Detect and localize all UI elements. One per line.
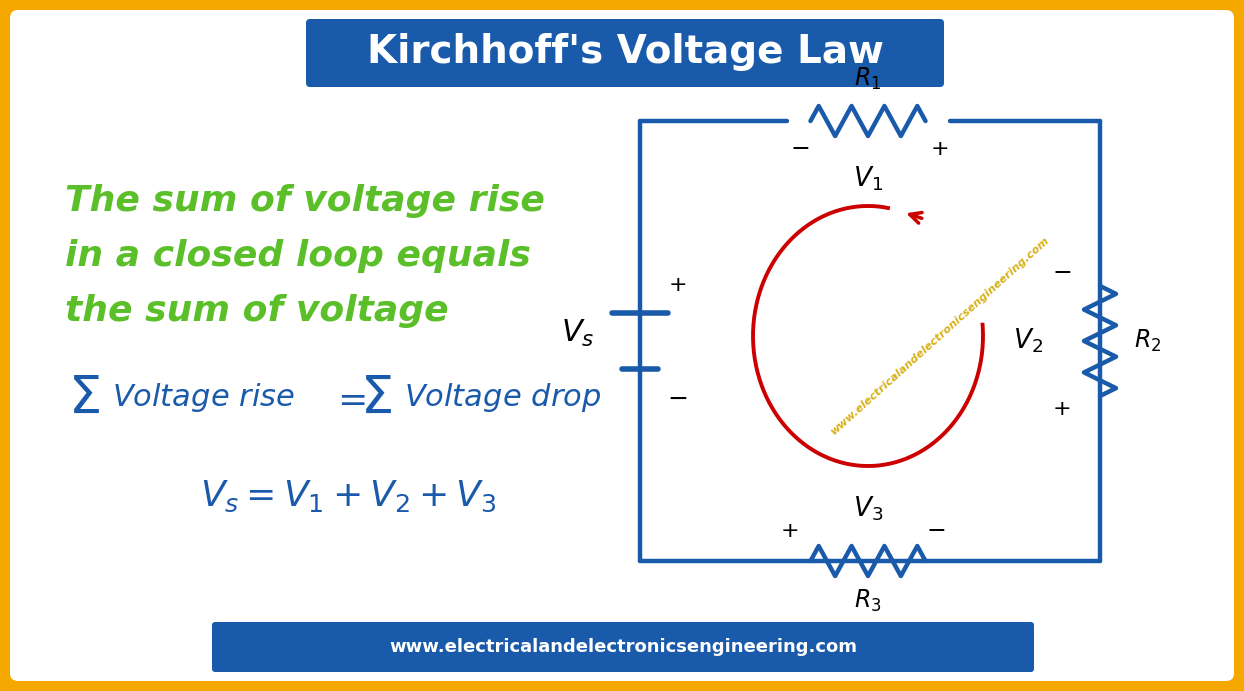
- Text: Kirchhoff's Voltage Law: Kirchhoff's Voltage Law: [367, 33, 883, 71]
- Text: $\mathit{Voltage\ rise}$: $\mathit{Voltage\ rise}$: [112, 381, 295, 413]
- Text: +: +: [669, 275, 688, 295]
- Text: +: +: [781, 521, 800, 541]
- Text: $\mathit{V_s = V_1 + V_2 + V_3}$: $\mathit{V_s = V_1 + V_2 + V_3}$: [200, 478, 496, 513]
- Text: $R_2$: $R_2$: [1135, 328, 1162, 354]
- Text: −: −: [926, 519, 945, 543]
- Text: $\mathit{Voltage\ drop}$: $\mathit{Voltage\ drop}$: [404, 381, 601, 413]
- Text: $V_s$: $V_s$: [561, 317, 595, 348]
- FancyBboxPatch shape: [306, 19, 944, 87]
- Text: $R_3$: $R_3$: [855, 588, 882, 614]
- Text: −: −: [668, 387, 688, 411]
- FancyBboxPatch shape: [211, 622, 1034, 672]
- Text: www.electricalandelectronicsengineering.com: www.electricalandelectronicsengineering.…: [389, 638, 857, 656]
- Text: the sum of voltage: the sum of voltage: [65, 294, 449, 328]
- Text: www.electricalandelectronicsengineering.com: www.electricalandelectronicsengineering.…: [829, 235, 1051, 437]
- Text: in a closed loop equals: in a closed loop equals: [65, 239, 531, 273]
- Text: $\Sigma$: $\Sigma$: [68, 373, 100, 425]
- Text: +: +: [1052, 399, 1071, 419]
- Text: $=$: $=$: [330, 382, 366, 416]
- Text: $\Sigma$: $\Sigma$: [360, 373, 392, 425]
- Text: $V_3$: $V_3$: [853, 495, 883, 523]
- Text: $V_1$: $V_1$: [853, 164, 883, 193]
- Text: $R_1$: $R_1$: [855, 66, 882, 92]
- Text: The sum of voltage rise: The sum of voltage rise: [65, 184, 545, 218]
- Text: −: −: [790, 137, 810, 161]
- Text: −: −: [1052, 261, 1072, 285]
- Text: +: +: [931, 139, 949, 159]
- Text: $V_2$: $V_2$: [1013, 327, 1042, 355]
- FancyBboxPatch shape: [10, 10, 1234, 681]
